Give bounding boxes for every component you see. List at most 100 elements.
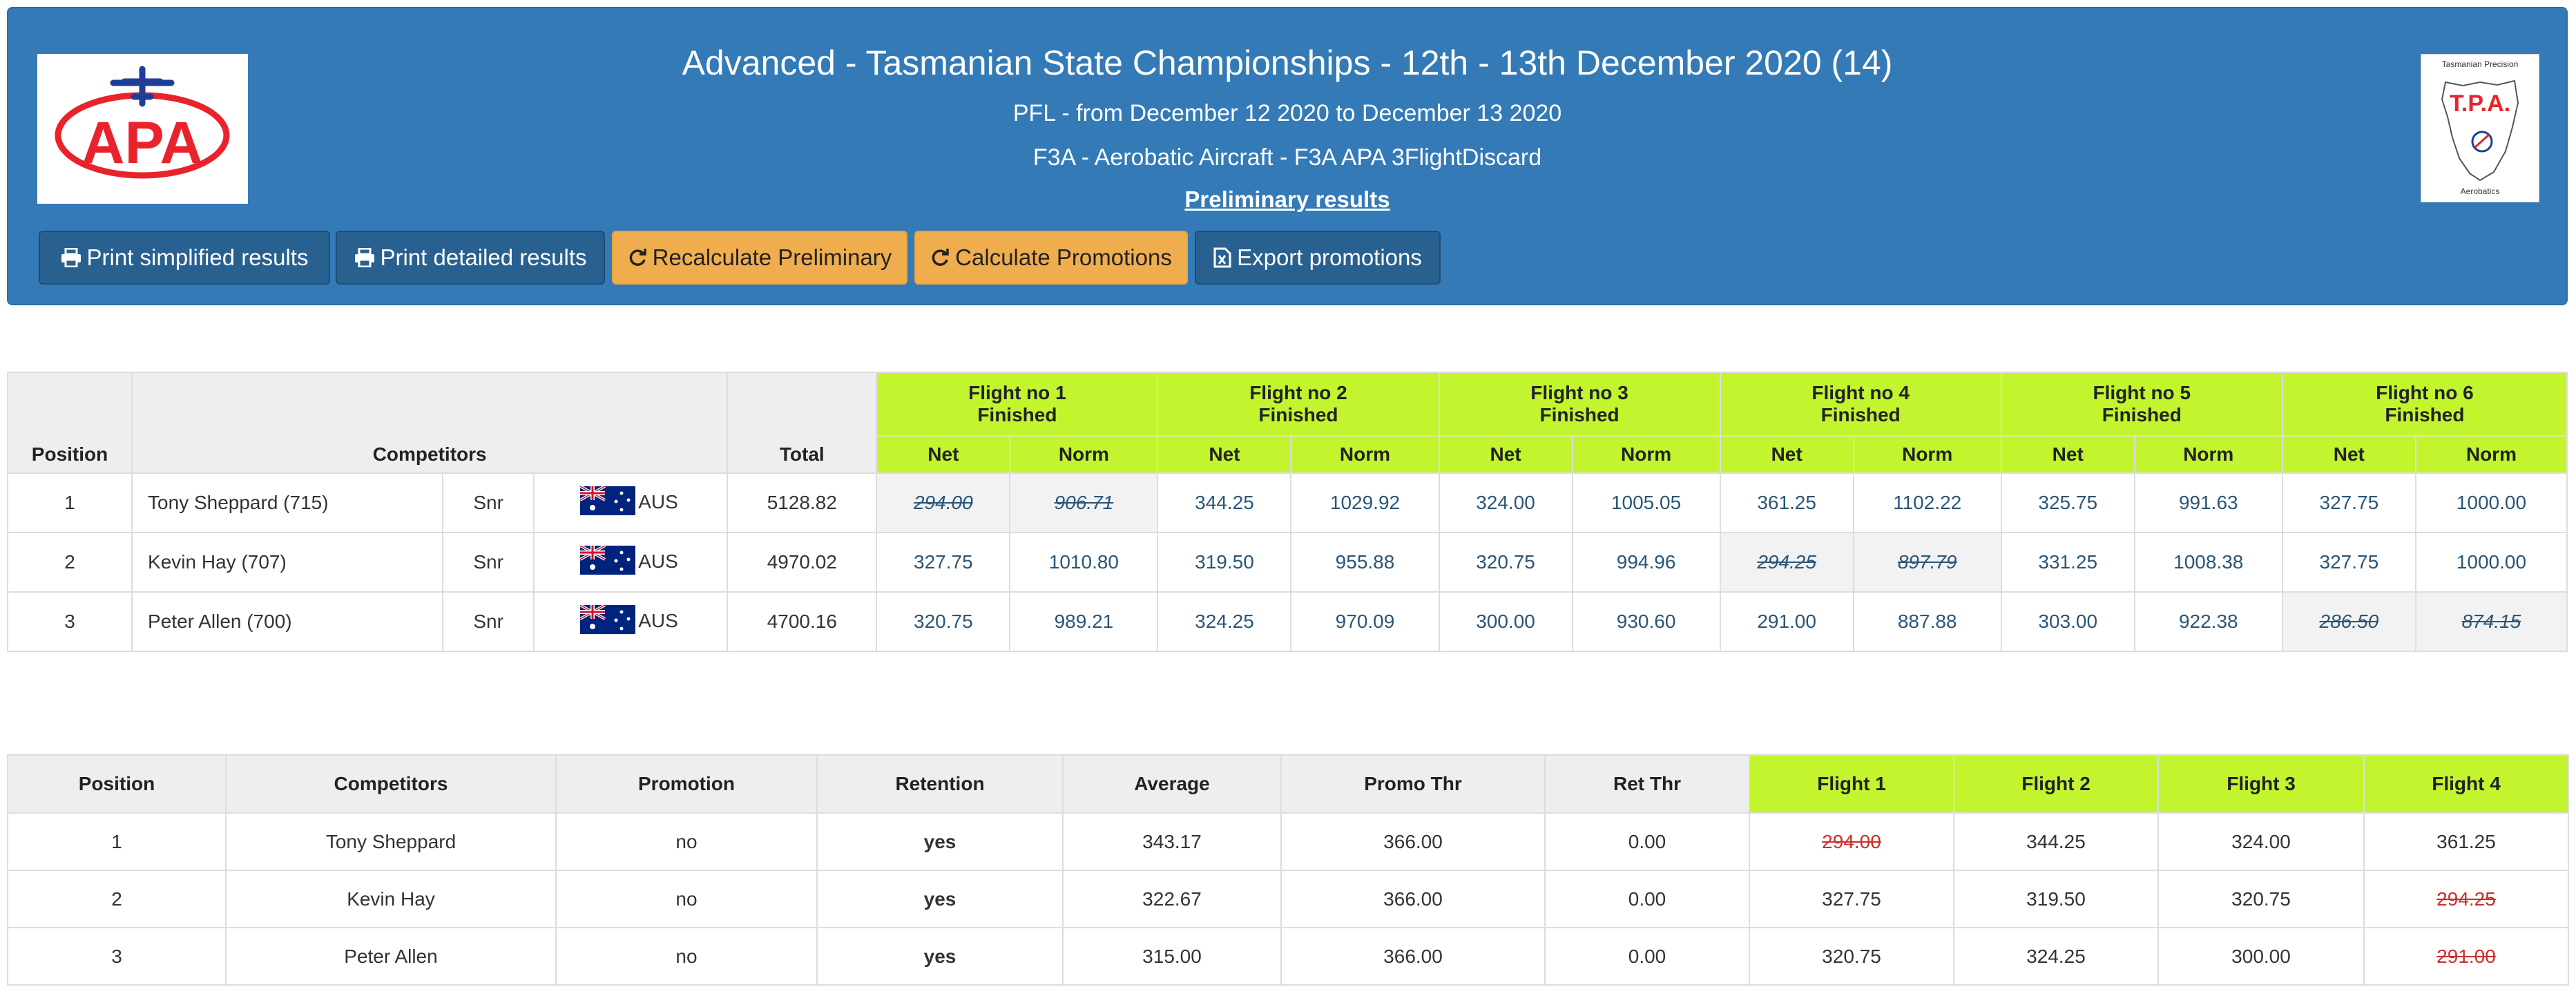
competitor-name-cell: Kevin Hay — [225, 870, 557, 928]
recalculate-preliminary-button[interactable]: Recalculate Preliminary — [612, 231, 907, 285]
promo-header-average: Average — [1062, 754, 1282, 814]
preliminary-results-link[interactable]: Preliminary results — [1184, 186, 1390, 212]
retention-cell: yes — [816, 870, 1064, 928]
flight-6-net-cell: 327.75 — [2281, 532, 2416, 593]
total-cell: 5128.82 — [727, 472, 878, 533]
export-promotions-button[interactable]: Export promotions — [1195, 231, 1441, 285]
flight-4-score-cell: 294.25 — [2363, 870, 2569, 928]
flight-2-norm-cell: 970.09 — [1290, 591, 1440, 652]
flight-2-net-cell: 344.25 — [1157, 472, 1292, 533]
flight-5-net-header: Net — [2000, 435, 2135, 474]
flight-5-net-cell: 303.00 — [2000, 591, 2135, 652]
flight-1-net-cell: 327.75 — [876, 532, 1011, 593]
flight-4-norm-cell: 1102.22 — [1852, 472, 2002, 533]
flight-5-norm-header: Norm — [2133, 435, 2283, 474]
table-row: 3 Peter Allen (700) Snr AUS 4700.16 320.75 989… — [6, 591, 2568, 652]
competitors-header: Competitors — [131, 372, 729, 474]
competition-dates: PFL - from December 12 2020 to December … — [1012, 100, 1562, 126]
flight-4-header: Flight no 4 Finished — [1719, 372, 2002, 437]
flight-3-score-cell: 324.00 — [2157, 812, 2365, 871]
flight-3-norm-header: Norm — [1571, 435, 1721, 474]
table-row: 2 Kevin Hay no yes 322.67 366.00 0.00 327.75 319… — [7, 870, 2569, 928]
flight-2-score-cell: 344.25 — [1953, 812, 2159, 871]
print-detailed-results-button[interactable]: Print detailed results — [336, 231, 605, 285]
file-excel-icon — [1213, 247, 1231, 268]
table-row: 3 Peter Allen no yes 315.00 366.00 0.00 320.75 3… — [7, 927, 2569, 986]
flight-5-header: Flight no 5 Finished — [2000, 372, 2283, 437]
flight-2-header: Flight no 2 Finished — [1157, 372, 1440, 437]
flight-1-net-cell: 294.00 — [876, 472, 1011, 533]
flight-6-net-header: Net — [2281, 435, 2416, 474]
promo-header-flight-1: Flight 1 — [1749, 754, 1954, 814]
refresh-icon — [629, 249, 646, 266]
position-cell: 1 — [7, 812, 227, 871]
print-simplified-results-button[interactable]: Print simplified results — [39, 231, 330, 285]
promo-header-ret-thr: Ret Thr — [1544, 754, 1750, 814]
flight-6-norm-cell: 1000.00 — [2414, 472, 2568, 533]
svg-text:T.P.A.: T.P.A. — [2450, 90, 2510, 117]
average-cell: 315.00 — [1062, 927, 1282, 986]
flight-5-norm-cell: 1008.38 — [2133, 532, 2283, 593]
class-cell: Snr — [442, 591, 535, 652]
results-header-panel: APA Advanced - Tasmanian State Champions… — [7, 7, 2568, 305]
flight-4-net-cell: 294.25 — [1719, 532, 1854, 593]
promotion-cell: no — [555, 927, 818, 986]
flight-3-score-cell: 320.75 — [2157, 870, 2365, 928]
promo-header-promotion: Promotion — [555, 754, 818, 814]
country-code: AUS — [638, 550, 678, 572]
promo-threshold-cell: 366.00 — [1280, 812, 1546, 871]
flight-3-header: Flight no 3 Finished — [1438, 372, 1721, 437]
flight-5-norm-cell: 922.38 — [2133, 591, 2283, 652]
country-cell: AUS — [533, 472, 729, 533]
flight-2-norm-cell: 955.88 — [1290, 532, 1440, 593]
retention-threshold-cell: 0.00 — [1544, 812, 1750, 871]
flight-2-norm-header: Norm — [1290, 435, 1440, 474]
flight-3-norm-cell: 930.60 — [1571, 591, 1721, 652]
svg-text:APA: APA — [81, 110, 202, 176]
flight-5-net-cell: 325.75 — [2000, 472, 2135, 533]
flight-1-net-header: Net — [876, 435, 1011, 474]
country-code: AUS — [638, 609, 678, 631]
flight-1-net-cell: 320.75 — [876, 591, 1011, 652]
retention-cell: yes — [816, 927, 1064, 986]
button-label: Export promotions — [1237, 245, 1422, 270]
promotion-cell: no — [555, 870, 818, 928]
flight-2-net-cell: 319.50 — [1157, 532, 1292, 593]
competition-class: F3A - Aerobatic Aircraft - F3A APA 3Flig… — [1032, 144, 1542, 171]
flight-4-norm-header: Norm — [1852, 435, 2002, 474]
flight-6-net-cell: 286.50 — [2281, 591, 2416, 652]
flight-5-net-cell: 331.25 — [2000, 532, 2135, 593]
average-cell: 343.17 — [1062, 812, 1282, 871]
print-icon — [61, 248, 81, 267]
promo-threshold-cell: 366.00 — [1280, 927, 1546, 986]
button-label: Print simplified results — [86, 245, 309, 270]
australia-flag-icon — [579, 603, 636, 639]
flight-2-net-cell: 324.25 — [1157, 591, 1292, 652]
competitor-name-cell: Tony Sheppard (715) — [131, 472, 444, 533]
flight-4-score-cell: 361.25 — [2363, 812, 2569, 871]
button-label: Print detailed results — [380, 245, 587, 270]
country-cell: AUS — [533, 532, 729, 593]
flight-2-norm-cell: 1029.92 — [1290, 472, 1440, 533]
apa-logo: APA — [37, 54, 248, 204]
button-label: Recalculate Preliminary — [652, 245, 892, 270]
flight-2-net-header: Net — [1157, 435, 1292, 474]
table-row: 1 Tony Sheppard (715) Snr AUS 5128.82 294.00 9… — [6, 472, 2568, 533]
flight-1-score-cell: 294.00 — [1749, 812, 1954, 871]
position-cell: 2 — [6, 532, 133, 593]
total-header: Total — [727, 372, 878, 474]
country-cell: AUS — [533, 591, 729, 652]
position-cell: 2 — [7, 870, 227, 928]
australia-flag-icon — [579, 484, 636, 520]
flight-4-net-header: Net — [1719, 435, 1854, 474]
detailed-results-table: Position Competitors Total Flight no 1 Fi… — [6, 372, 2568, 652]
competitor-name-cell: Peter Allen (700) — [131, 591, 444, 652]
flight-4-net-cell: 361.25 — [1719, 472, 1854, 533]
retention-threshold-cell: 0.00 — [1544, 870, 1750, 928]
promotions-table: Position Competitors Promotion Retention Ave… — [7, 754, 2569, 986]
promo-header-position: Position — [7, 754, 227, 814]
promotion-cell: no — [555, 812, 818, 871]
calculate-promotions-button[interactable]: Calculate Promotions — [914, 231, 1188, 285]
flight-6-net-cell: 327.75 — [2281, 472, 2416, 533]
flight-1-norm-cell: 906.71 — [1009, 472, 1159, 533]
